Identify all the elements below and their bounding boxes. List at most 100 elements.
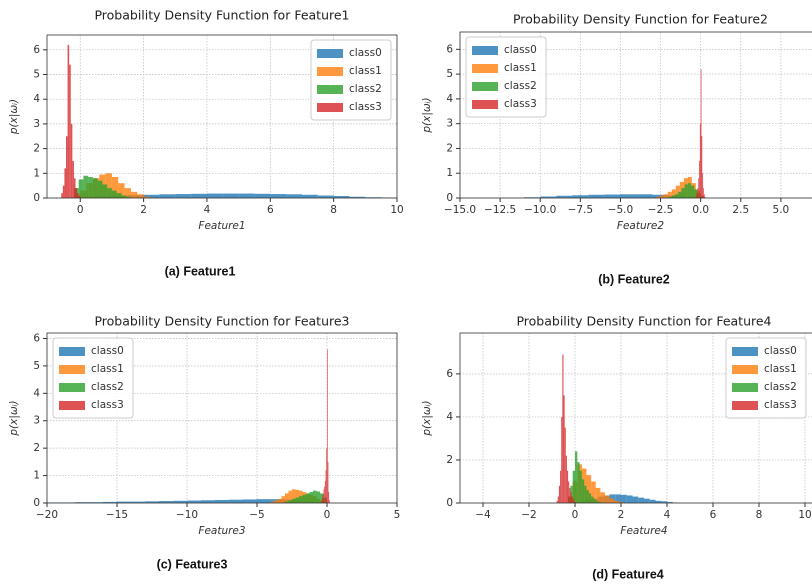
histogram-bar (697, 188, 699, 198)
histogram-bar (173, 500, 187, 503)
x-tick-label: 10 (798, 509, 811, 521)
histogram-bar (301, 194, 318, 198)
legend-label: class1 (349, 65, 382, 77)
y-axis-label: p(x|ωᵢ) (421, 97, 433, 133)
histogram-bar (116, 193, 122, 198)
histogram-bar (663, 194, 668, 198)
histogram-bar (696, 193, 698, 198)
histogram-bar (278, 498, 282, 503)
y-axis-label: p(x|ωᵢ) (8, 99, 20, 135)
histogram-bar (604, 194, 621, 198)
x-axis-label: Feature4 (620, 525, 667, 537)
histogram-bar (667, 501, 673, 503)
legend-label: class1 (91, 363, 124, 375)
x-axis-label: Feature1 (198, 220, 245, 232)
histogram-bar (614, 500, 619, 503)
histogram-bar (254, 193, 271, 198)
x-tick-label: 0 (572, 509, 579, 521)
histogram-bar (288, 490, 292, 503)
legend-label: class1 (764, 363, 797, 375)
x-tick-label: −5.0 (608, 204, 634, 216)
histogram-bar (257, 499, 271, 503)
histogram-bar (661, 501, 667, 503)
histogram-bar (570, 492, 572, 503)
histogram-bar (591, 481, 596, 503)
legend-label: class0 (349, 47, 382, 59)
histogram-bar (187, 500, 201, 503)
x-tick-label: −7.5 (568, 204, 594, 216)
y-tick-label: 0 (446, 497, 453, 509)
histogram-bar (89, 502, 103, 503)
x-tick-label: −5 (249, 509, 264, 521)
histogram-bar (604, 495, 610, 503)
histogram-bar (73, 178, 76, 198)
y-tick-label: 3 (446, 118, 453, 130)
histogram-bar (588, 493, 592, 503)
histogram-bar (75, 188, 78, 198)
histogram-bar (229, 499, 243, 503)
legend-swatch (472, 100, 498, 109)
histogram-bar (143, 194, 160, 198)
legend-label: class3 (764, 399, 797, 411)
histogram-bar (595, 487, 601, 503)
histogram-bar (667, 191, 672, 198)
caption: (b) Feature2 (598, 272, 670, 286)
legend-swatch (732, 383, 758, 392)
histogram-bar (111, 177, 119, 198)
histogram-bar (586, 475, 592, 503)
histogram-bar (159, 194, 176, 198)
histogram-bar (591, 496, 594, 503)
histogram-bar (703, 188, 704, 198)
histogram-bar (124, 188, 131, 198)
histogram-bar (632, 496, 639, 503)
y-tick-label: 0 (33, 497, 40, 509)
histogram-bar (328, 492, 330, 503)
x-axis-label: Feature2 (617, 220, 664, 232)
legend-swatch (59, 365, 85, 374)
histogram-bar (579, 470, 582, 503)
histogram-bar (325, 470, 327, 503)
histogram-bar (584, 485, 587, 503)
histogram-bar (560, 470, 562, 503)
histogram-bar (271, 501, 275, 503)
histogram-bar (222, 193, 239, 198)
x-tick-label: 6 (710, 509, 717, 521)
legend-swatch (317, 67, 343, 76)
axes-frame (46, 34, 398, 199)
histogram-bar (638, 497, 644, 503)
subplot: Probability Density Function for Feature… (8, 8, 404, 279)
x-tick-label: 8 (330, 204, 337, 216)
x-tick-label: −10 (176, 509, 198, 521)
axes-frame (459, 332, 812, 504)
y-tick-label: 5 (446, 68, 453, 80)
histogram-bar (292, 498, 296, 503)
chart-title: Probability Density Function for Feature… (513, 12, 768, 27)
histogram-bar (600, 492, 605, 503)
histogram-bar (593, 498, 596, 503)
histogram-bar (131, 501, 145, 503)
x-tick-label: 4 (664, 509, 671, 521)
y-axis-label: p(x|ωᵢ) (421, 400, 433, 436)
histogram-bar (321, 500, 323, 503)
y-tick-label: 4 (446, 93, 453, 105)
histogram-bar (66, 136, 68, 198)
histogram-bar (695, 195, 697, 198)
histogram-bar (61, 193, 63, 198)
histogram-bar (78, 179, 84, 198)
histogram-bar (618, 501, 624, 503)
legend-label: class3 (91, 399, 124, 411)
histogram-bar (117, 501, 131, 503)
histogram-bar (681, 188, 685, 198)
legend: class0 class1 class2 class3 (725, 337, 807, 419)
histogram-bar (77, 193, 79, 198)
y-tick-label: 6 (446, 43, 453, 55)
histogram-bar (655, 500, 662, 503)
legend-box (725, 337, 807, 419)
legend-label: class2 (91, 381, 124, 393)
histogram-bar (201, 500, 215, 503)
legend-swatch (732, 401, 758, 410)
histogram-bar (215, 499, 229, 503)
histogram-bar (626, 495, 633, 503)
legend-swatch (472, 82, 498, 91)
histogram-bar (700, 69, 702, 198)
